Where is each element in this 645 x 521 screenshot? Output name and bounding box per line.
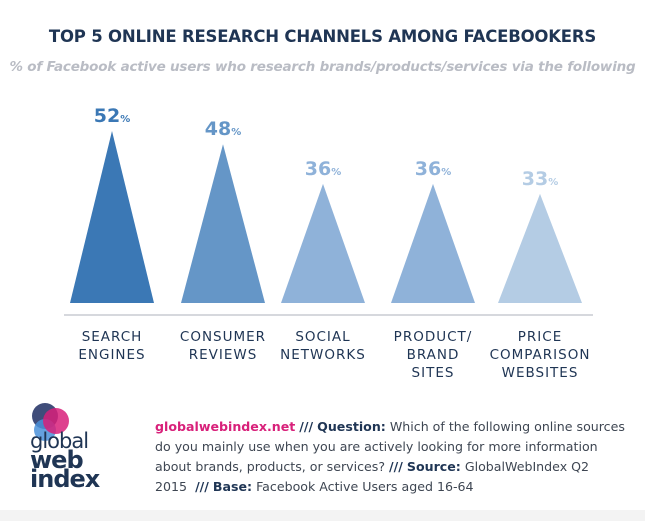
category-label: REVIEWS <box>189 347 258 363</box>
bar-triangle <box>70 131 154 303</box>
separator: /// <box>195 479 209 494</box>
logo-wordmark: global web index <box>30 429 130 493</box>
chart-title: TOP 5 ONLINE RESEARCH CHANNELS AMONG FAC… <box>48 27 597 46</box>
category-label: COMPARISON <box>490 347 591 363</box>
category-label: ENGINES <box>78 347 145 363</box>
separator: /// <box>299 419 314 434</box>
logo-word-web: web <box>30 446 84 474</box>
data-label: 52% <box>94 105 130 127</box>
globalwebindex-logo <box>32 403 69 441</box>
category-label: PRICE <box>518 329 562 345</box>
category-label: BRAND <box>407 347 460 363</box>
data-label: 48% <box>205 118 241 140</box>
data-label: 33% <box>522 168 558 190</box>
source-label: Source: <box>406 459 461 474</box>
data-label: 36% <box>305 158 341 180</box>
triangle-bar-chart: 52% SEARCH ENGINES 48% CONSUMER REVIEWS 36% SOC… <box>64 105 593 381</box>
category-label: SITES <box>412 365 455 381</box>
category-label: CONSUMER <box>180 329 266 345</box>
infographic-card: TOP 5 ONLINE RESEARCH CHANNELS AMONG FAC… <box>0 0 645 510</box>
bar-triangle <box>181 144 265 303</box>
bar-triangle <box>498 193 582 303</box>
category-label: PRODUCT/ <box>394 329 473 345</box>
data-label: 36% <box>415 158 451 180</box>
question-label: Question: <box>317 419 386 434</box>
separator: /// <box>389 459 403 474</box>
source-note: globalwebindex.net /// Question: Which o… <box>155 417 625 497</box>
category-label: NETWORKS <box>280 347 366 363</box>
logo-word-global: global <box>30 429 89 453</box>
category-label: SEARCH <box>82 329 143 345</box>
category-label: SOCIAL <box>295 329 350 345</box>
base-text: Facebook Active Users aged 16-64 <box>256 479 474 494</box>
base-label: Base: <box>212 479 253 494</box>
source-text: GlobalWebIndex Q2 2015 <box>155 459 590 494</box>
bar-triangle <box>281 183 365 303</box>
chart-subtitle: % of Facebook active users who research … <box>9 59 636 75</box>
logo-circle-pink <box>43 408 69 434</box>
bar-triangle <box>391 183 475 303</box>
question-text: Which of the following online sources do… <box>155 419 625 474</box>
site-link[interactable]: globalwebindex.net <box>155 419 296 434</box>
category-label: WEBSITES <box>502 365 579 381</box>
logo-word-index: index <box>30 465 100 493</box>
